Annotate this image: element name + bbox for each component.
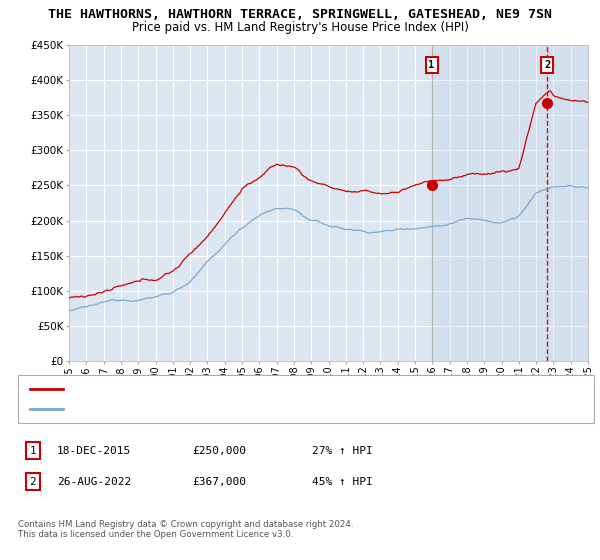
Text: 2: 2 xyxy=(544,60,550,71)
Text: 45% ↑ HPI: 45% ↑ HPI xyxy=(312,477,373,487)
Bar xyxy=(431,45,588,361)
Text: THE HAWTHORNS, HAWTHORN TERRACE, SPRINGWELL, GATESHEAD, NE9 7SN (detached): THE HAWTHORNS, HAWTHORN TERRACE, SPRINGW… xyxy=(69,384,536,394)
Text: £367,000: £367,000 xyxy=(192,477,246,487)
Text: THE HAWTHORNS, HAWTHORN TERRACE, SPRINGWELL, GATESHEAD, NE9 7SN: THE HAWTHORNS, HAWTHORN TERRACE, SPRINGW… xyxy=(48,8,552,21)
Text: 26-AUG-2022: 26-AUG-2022 xyxy=(57,477,131,487)
Text: Price paid vs. HM Land Registry's House Price Index (HPI): Price paid vs. HM Land Registry's House … xyxy=(131,21,469,34)
Text: 1: 1 xyxy=(29,446,37,456)
Text: 18-DEC-2015: 18-DEC-2015 xyxy=(57,446,131,456)
Text: 2: 2 xyxy=(29,477,37,487)
Text: £250,000: £250,000 xyxy=(192,446,246,456)
Text: Contains HM Land Registry data © Crown copyright and database right 2024.
This d: Contains HM Land Registry data © Crown c… xyxy=(18,520,353,539)
Text: 27% ↑ HPI: 27% ↑ HPI xyxy=(312,446,373,456)
Text: 1: 1 xyxy=(428,60,435,71)
Text: HPI: Average price, detached house, Sunderland: HPI: Average price, detached house, Sund… xyxy=(69,404,322,414)
